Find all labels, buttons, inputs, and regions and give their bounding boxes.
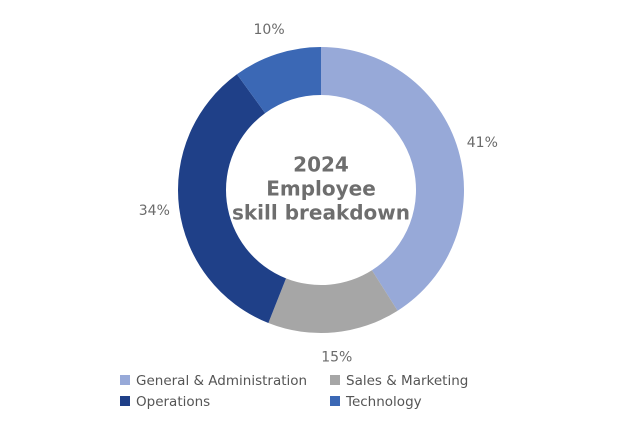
legend-label: Sales & Marketing [346,373,468,389]
chart-title: Employee [266,177,376,201]
legend-swatch [120,396,130,406]
legend-swatch [120,375,130,385]
value-label: 41% [467,135,498,151]
legend-label: Technology [345,394,422,410]
chart-title: skill breakdown [232,201,410,225]
donut-slice [268,270,398,333]
value-label: 10% [254,22,285,38]
value-label: 34% [139,203,170,219]
donut-slice [236,47,321,114]
value-label: 15% [321,349,352,365]
legend-label: General & Administration [136,373,307,389]
chart-title: 2024 [293,153,349,177]
legend-swatch [330,396,340,406]
legend-label: Operations [136,394,210,410]
donut-slice [178,74,287,323]
legend-swatch [330,375,340,385]
donut-slice [321,47,464,311]
